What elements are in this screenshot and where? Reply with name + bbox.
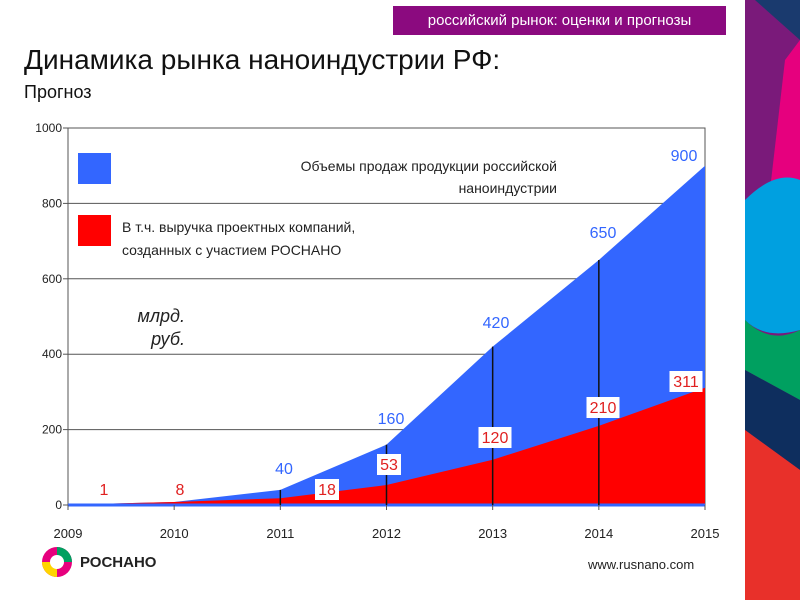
red-label-box <box>377 454 401 475</box>
y-tick-label: 800 <box>42 196 62 210</box>
red-data-label: 18 <box>318 482 336 499</box>
section-banner: российский рынок: оценки и прогнозы <box>393 6 726 35</box>
x-tick-label: 2012 <box>372 526 401 541</box>
unit-label: руб. <box>150 329 185 349</box>
x-tick-label: 2015 <box>691 526 720 541</box>
red-label-box <box>669 371 703 392</box>
area-series-1 <box>68 387 705 505</box>
y-tick-label: 600 <box>42 272 62 286</box>
red-data-label: 1 <box>100 482 109 499</box>
x-tick-label: 2014 <box>584 526 613 541</box>
legend-swatch-red <box>78 215 111 246</box>
blue-data-label: 40 <box>275 461 293 478</box>
red-data-label: 210 <box>590 400 617 417</box>
area-series-0 <box>68 165 705 505</box>
legend-label-red: В т.ч. выручка проектных компаний, <box>122 219 355 235</box>
x-tick-label: 2011 <box>266 526 294 541</box>
legend-label-blue: Объемы продаж продукции российской <box>301 158 557 174</box>
y-tick-label: 1000 <box>35 121 62 135</box>
y-tick-label: 0 <box>55 498 62 512</box>
logo-text: РОСНАНО <box>80 553 157 571</box>
x-tick-label: 2013 <box>478 526 507 541</box>
red-data-label: 120 <box>482 430 509 447</box>
rosnano-logo: РОСНАНО <box>40 545 156 579</box>
blue-data-label: 900 <box>671 148 698 165</box>
website-url[interactable]: www.rusnano.com <box>588 557 695 572</box>
page-title: Динамика рынка наноиндустрии РФ: <box>24 44 501 75</box>
legend-swatch-blue <box>78 153 111 184</box>
x-tick-label: 2009 <box>54 526 83 541</box>
page-subtitle: Прогноз <box>24 82 92 102</box>
red-label-box <box>315 479 339 500</box>
y-tick-label: 200 <box>42 423 62 437</box>
red-label-box <box>586 397 620 418</box>
red-data-label: 311 <box>673 374 699 391</box>
decorative-stripe <box>745 0 800 600</box>
red-label-box <box>478 427 512 448</box>
red-data-label: 8 <box>176 482 185 499</box>
x-tick-label: 2010 <box>160 526 189 541</box>
chart: 0 200 400 600 800 1000 2009 2010 2011 2012 2013 201… <box>35 121 720 541</box>
red-data-label: 53 <box>380 457 398 474</box>
unit-label: млрд. <box>138 306 185 326</box>
blue-data-label: 420 <box>483 315 510 332</box>
y-tick-label: 400 <box>42 347 62 361</box>
legend-label-red: созданных с участием РОСНАНО <box>122 242 341 258</box>
legend-label-blue: наноиндустрии <box>459 180 557 196</box>
blue-data-label: 650 <box>590 225 617 242</box>
rosnano-logo-icon <box>42 547 72 577</box>
blue-data-label: 160 <box>378 411 405 428</box>
